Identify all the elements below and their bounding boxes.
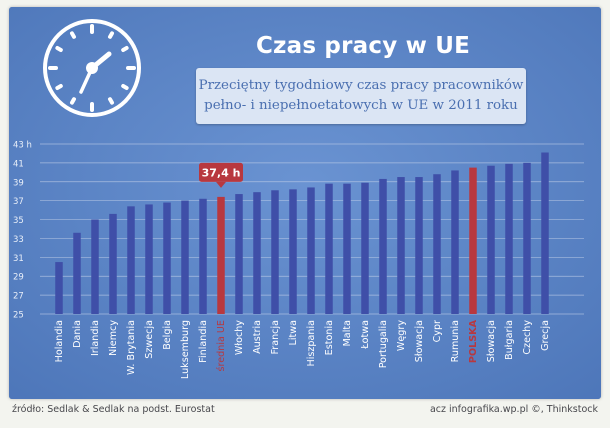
bar-7 bbox=[181, 200, 189, 314]
clock-tick-mark bbox=[70, 31, 76, 39]
x-tick-label: Francja bbox=[270, 320, 281, 355]
x-tick-label: Holandia bbox=[54, 320, 65, 362]
clock-icon bbox=[43, 19, 141, 117]
x-tick-label: Austria bbox=[252, 320, 263, 354]
x-tick-label: Węgry bbox=[396, 320, 407, 351]
clock-tick-mark bbox=[70, 97, 76, 105]
bar-23 bbox=[469, 167, 477, 314]
x-tick-label: Irlandia bbox=[90, 320, 101, 356]
x-tick-label: średnia UE bbox=[215, 320, 227, 371]
y-tick-label: 43 h bbox=[13, 141, 32, 151]
bar-15 bbox=[325, 183, 333, 314]
bar-11 bbox=[253, 192, 261, 314]
bar-18 bbox=[379, 178, 387, 314]
annotation-box bbox=[199, 162, 243, 182]
y-tick-label: 41 bbox=[13, 159, 24, 169]
y-tick-label: 39 bbox=[13, 178, 24, 188]
bar-6 bbox=[163, 202, 171, 314]
bar-22 bbox=[451, 170, 459, 314]
y-axis-ticks: 43 h 41 39 37 35 33 31 29 27 25 bbox=[13, 141, 32, 321]
bar-24 bbox=[487, 165, 495, 314]
y-tick-label: 31 bbox=[13, 254, 24, 264]
clock-tick-mark bbox=[108, 31, 114, 39]
x-tick-label: Włochy bbox=[234, 320, 245, 355]
credit-note: acz infografika.wp.pl ©, Thinkstock bbox=[429, 404, 598, 415]
bar-5 bbox=[145, 204, 153, 314]
bar-12 bbox=[271, 190, 279, 314]
x-tick-label: Finlandia bbox=[198, 320, 209, 363]
bars bbox=[55, 152, 549, 314]
annotation-pointer bbox=[216, 181, 226, 188]
annotation: 37,4 h bbox=[199, 162, 243, 188]
clock-tick-mark bbox=[108, 97, 114, 105]
x-tick-label: Hiszpania bbox=[306, 320, 317, 367]
annotation-label: 37,4 h bbox=[202, 166, 241, 179]
x-tick-label: Bułgaria bbox=[504, 320, 515, 360]
bar-10 bbox=[235, 194, 243, 314]
x-tick-label: Rumunia bbox=[450, 320, 461, 362]
y-tick-label: 29 bbox=[13, 273, 24, 283]
x-tick-label: Litwa bbox=[288, 320, 299, 346]
x-tick-label: Słowacja bbox=[486, 320, 497, 362]
bar-21 bbox=[433, 174, 441, 314]
bar-27 bbox=[541, 152, 549, 314]
page-title: Czas pracy w UE bbox=[255, 33, 471, 59]
bar-20 bbox=[415, 177, 423, 314]
subtitle-box: Przeciętny tygodniowy czas pracy pracown… bbox=[196, 68, 526, 124]
bar-17 bbox=[361, 182, 369, 314]
y-tick-label: 33 bbox=[13, 235, 24, 245]
y-tick-label: 35 bbox=[13, 216, 24, 226]
clock-tick-mark bbox=[55, 84, 63, 90]
bar-9 bbox=[217, 196, 225, 314]
x-tick-label: Grecja bbox=[540, 320, 551, 351]
clock-tick-mark bbox=[121, 46, 129, 52]
bar-8 bbox=[199, 198, 207, 314]
bar-2 bbox=[91, 219, 99, 314]
x-tick-label: Malta bbox=[342, 320, 353, 346]
x-tick-label: Szwecja bbox=[144, 320, 155, 359]
bar-0 bbox=[55, 262, 63, 314]
x-tick-label: Estonia bbox=[324, 320, 335, 355]
subtitle-line-1: Przeciętny tygodniowy czas pracy pracown… bbox=[198, 78, 524, 93]
x-tick-label: Luksemburg bbox=[180, 320, 191, 379]
x-tick-label: W. Brytania bbox=[126, 320, 137, 375]
x-tick-label: Portugalia bbox=[378, 320, 389, 368]
subtitle-line-2: pełno- i niepełnoetatowych w UE w 2011 r… bbox=[204, 98, 518, 113]
x-tick-label: Dania bbox=[72, 320, 83, 348]
source-note: źródło: Sedlak & Sedlak na podst. Eurost… bbox=[12, 404, 215, 415]
bar-14 bbox=[307, 187, 315, 314]
x-tick-label: Cypr bbox=[432, 320, 443, 342]
x-tick-label: Łotwa bbox=[360, 320, 371, 350]
x-tick-label: POLSKA bbox=[468, 319, 479, 363]
x-axis-labels: Holandia Dania Irlandia Niemcy W. Brytania Sz… bbox=[54, 319, 551, 379]
bar-25 bbox=[505, 163, 513, 314]
bar-13 bbox=[289, 189, 297, 314]
bar-1 bbox=[73, 232, 81, 314]
clock-tick-mark bbox=[55, 46, 63, 52]
y-tick-label: 37 bbox=[13, 197, 24, 207]
bar-26 bbox=[523, 162, 531, 314]
x-tick-label: Belgia bbox=[162, 320, 173, 350]
x-tick-label: Czechy bbox=[522, 320, 533, 355]
x-tick-label: Niemcy bbox=[108, 320, 119, 356]
y-tick-label: 27 bbox=[13, 292, 24, 302]
bar-3 bbox=[109, 213, 117, 314]
bar-19 bbox=[397, 177, 405, 314]
x-tick-label: Słowacja bbox=[414, 320, 425, 362]
y-tick-label: 25 bbox=[13, 311, 24, 321]
bar-16 bbox=[343, 183, 351, 314]
clock-tick-mark bbox=[121, 84, 129, 90]
bar-4 bbox=[127, 206, 135, 314]
